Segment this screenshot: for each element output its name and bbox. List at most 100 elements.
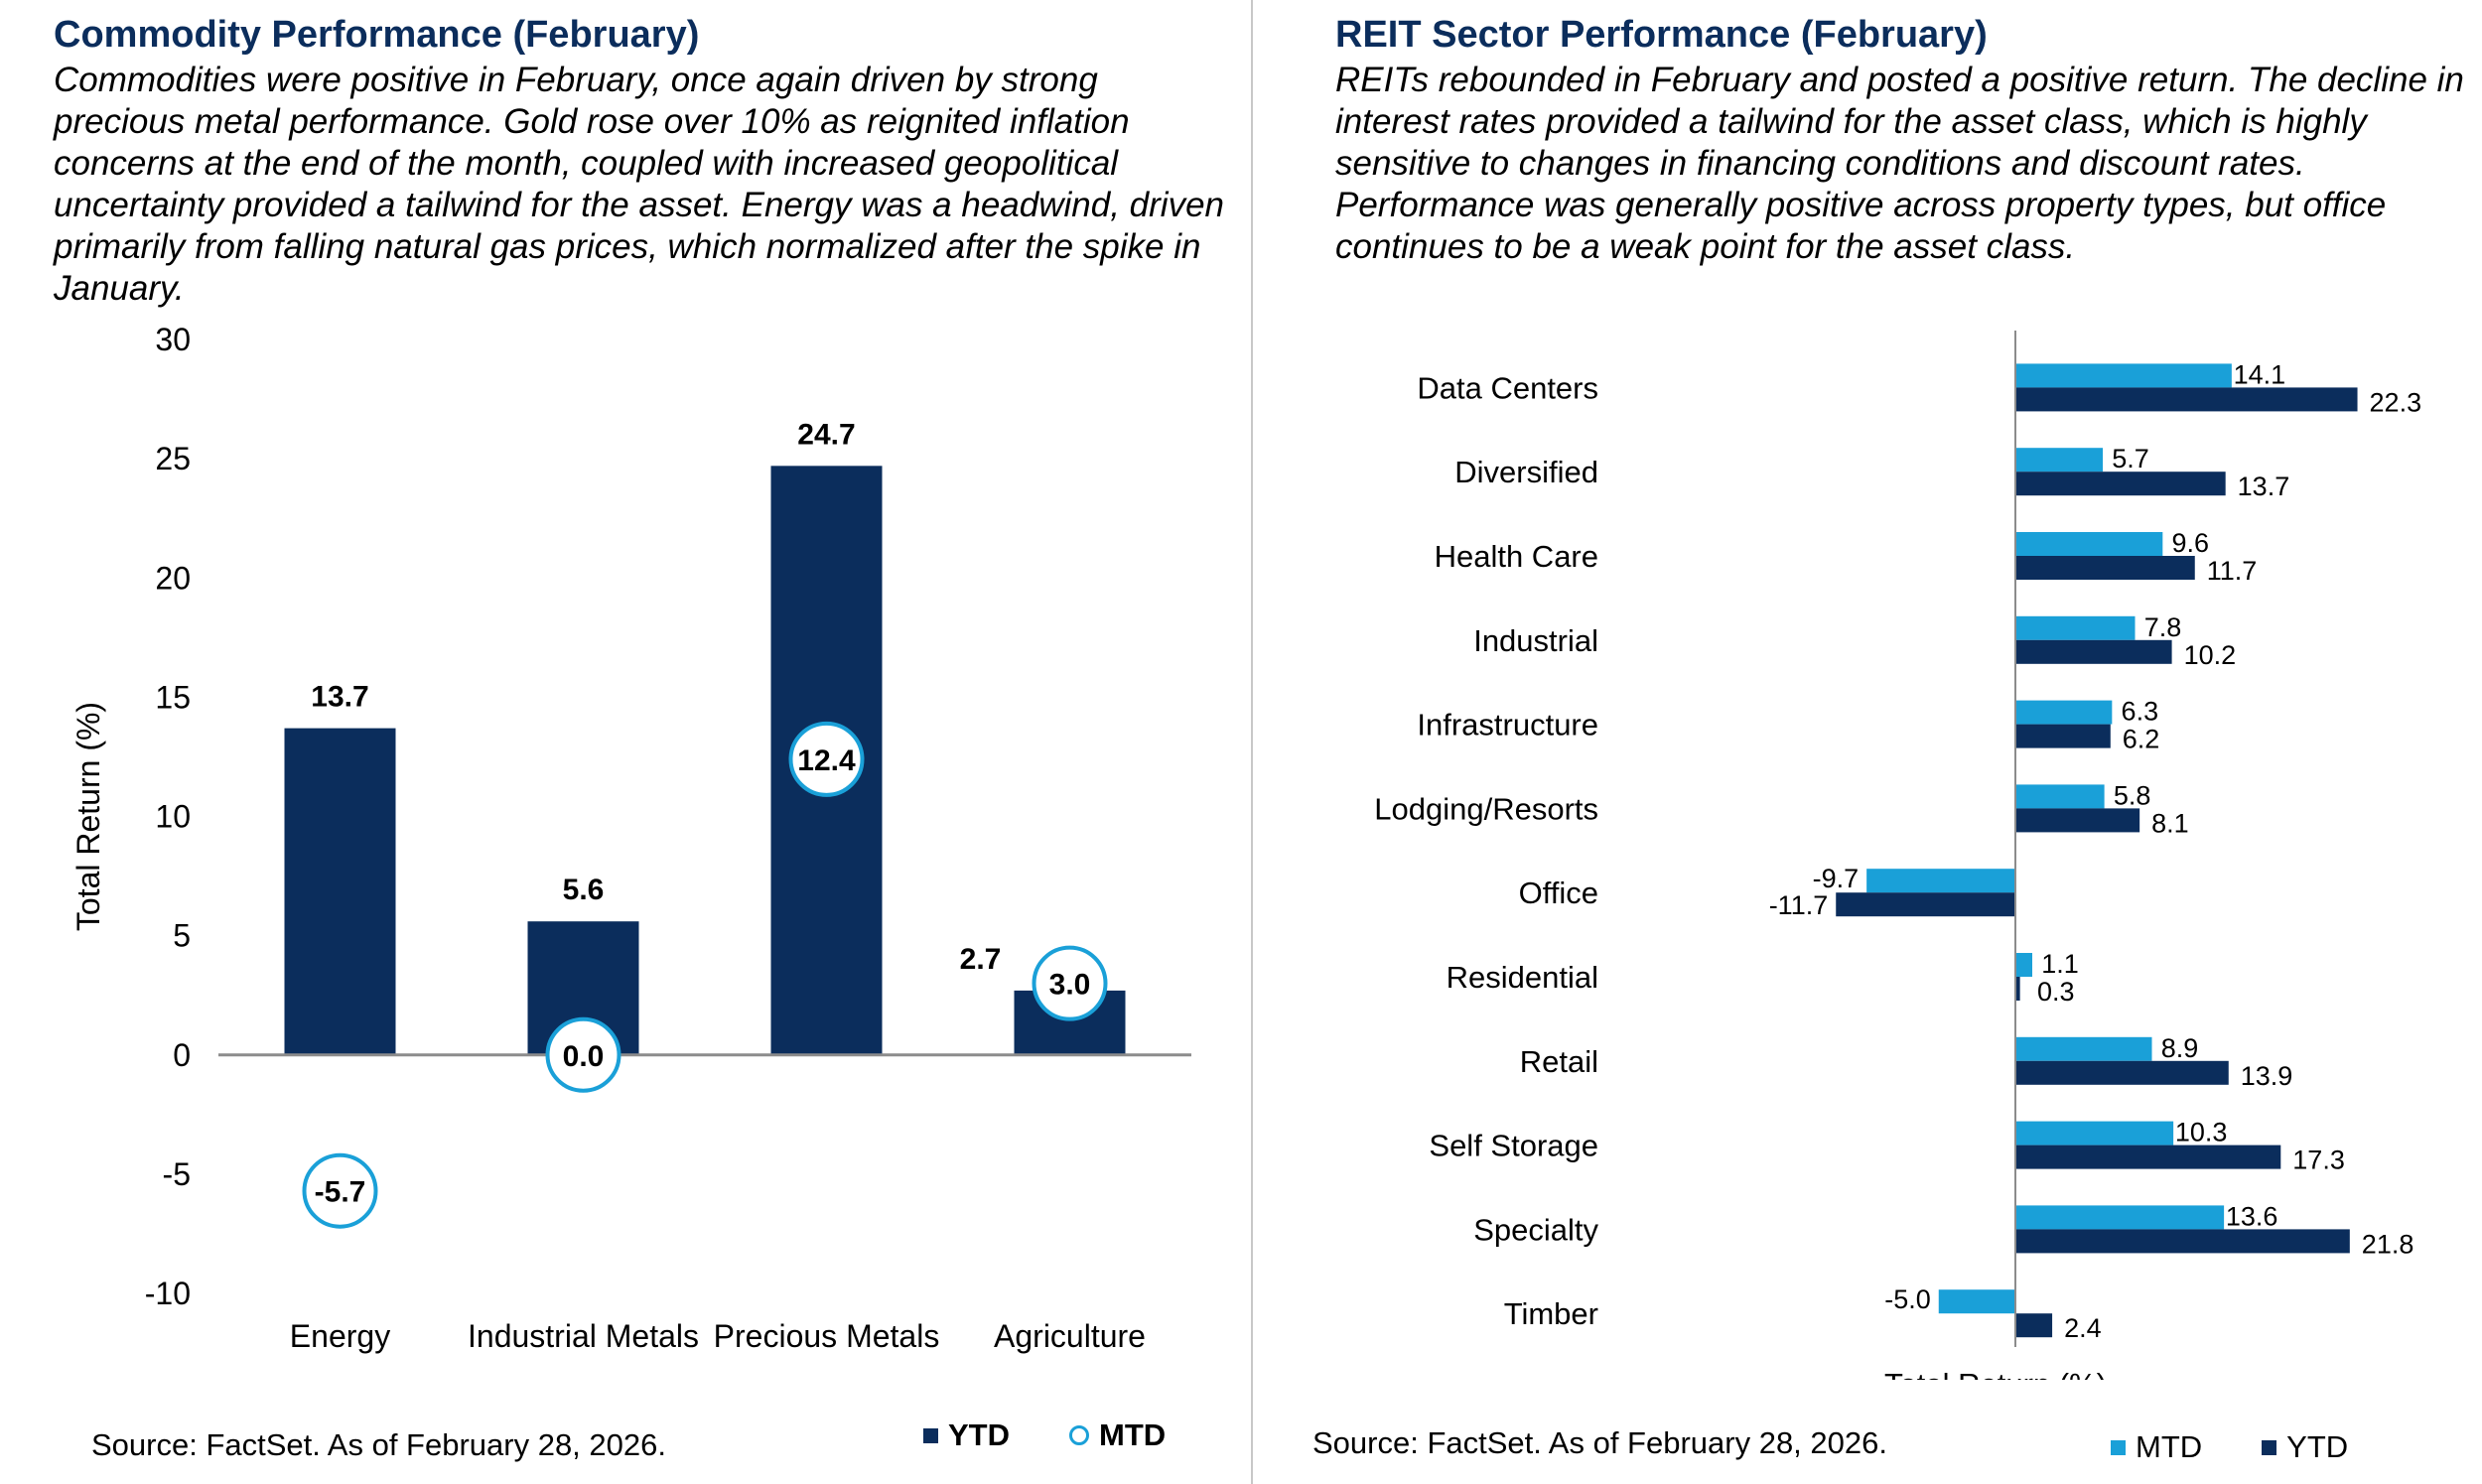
y-tick-label: 25: [155, 441, 191, 476]
reit-legend: MTD YTD: [2111, 1429, 2348, 1465]
mtd-data-label: 9.6: [2172, 528, 2210, 558]
mtd-data-label: -5.7: [315, 1176, 366, 1209]
mtd-legend-swatch: [2111, 1439, 2126, 1455]
x-category-label: Energy: [290, 1318, 390, 1354]
ytd-legend-label: YTD: [2286, 1429, 2349, 1464]
mtd-marker-energy: [302, 1152, 378, 1229]
ytd-data-label: 10.2: [2184, 640, 2237, 670]
mtd-data-label: 3.0: [1049, 969, 1091, 1002]
ytd-data-label: 6.2: [2123, 725, 2160, 754]
mtd-marker-industrial-metals: [545, 1016, 621, 1093]
ytd-data-label: -11.7: [1769, 890, 1829, 920]
mtd-data-label: 5.8: [2114, 780, 2151, 810]
category-label-lodging-resorts: Lodging/Resorts: [1374, 791, 1598, 826]
commodity-chart: 30 25 20 15 10 5 0 -5 -10 Total Return (%) 13.7 5.6…: [70, 322, 1191, 1354]
mtd-bar-specialty: [2015, 1205, 2225, 1230]
commodity-source: Source: FactSet. As of February 28, 2026…: [91, 1427, 666, 1462]
commodity-legend: YTD MTD: [923, 1417, 1166, 1453]
mtd-bar-industrial: [2015, 615, 2136, 640]
y-tick-label: -5: [163, 1156, 191, 1192]
ytd-data-label: 22.3: [2370, 387, 2422, 417]
mtd-bar-office: [1866, 869, 2015, 893]
x-category-label: Precious Metals: [714, 1318, 940, 1354]
ytd-legend-label: YTD: [948, 1417, 1010, 1452]
x-category-label: Agriculture: [994, 1318, 1146, 1354]
ytd-legend-swatch: [923, 1427, 938, 1443]
ytd-bar-industrial: [2015, 639, 2172, 664]
mtd-data-label: 12.4: [797, 744, 856, 777]
y-tick-label: 30: [155, 322, 191, 357]
ytd-data-label: 0.3: [2037, 977, 2075, 1007]
ytd-bar-residential: [2015, 977, 2020, 1001]
ytd-data-label: 13.7: [2238, 472, 2290, 501]
y-tick-label: 10: [155, 799, 191, 835]
y-tick-label: 20: [155, 560, 191, 596]
category-label-industrial: Industrial: [1473, 623, 1598, 658]
reit-title: REIT Sector Performance (February): [1335, 14, 1988, 56]
ytd-bar-data-centers: [2015, 387, 2358, 412]
y-tick-label: 0: [173, 1037, 191, 1073]
mtd-bar-retail: [2015, 1036, 2152, 1061]
ytd-bar-lodging-resorts: [2015, 808, 2140, 833]
mtd-data-label: 1.1: [2041, 949, 2079, 979]
ytd-data-label: 21.8: [2362, 1229, 2414, 1259]
mtd-legend-label: MTD: [1099, 1417, 1167, 1452]
ytd-data-label: 11.7: [2207, 556, 2258, 586]
reit-panel: REIT Sector Performance (February) REITs…: [1259, 0, 2482, 1484]
category-label-health-care: Health Care: [1435, 539, 1598, 574]
mtd-data-label: -9.7: [1813, 864, 1860, 893]
ytd-legend-swatch: [2262, 1439, 2277, 1455]
ytd-data-label: 2.7: [960, 943, 1002, 976]
commodity-panel: Commodity Performance (February) Commodi…: [54, 14, 1224, 1462]
ytd-data-label: 24.7: [797, 418, 855, 451]
mtd-data-label: 0.0: [563, 1040, 605, 1073]
x-axis-title: Total Return (%): [1884, 1367, 2107, 1380]
ytd-data-label: 13.7: [311, 681, 368, 714]
ytd-data-label: 13.9: [2241, 1061, 2293, 1091]
mtd-marker-agriculture: [1032, 945, 1108, 1021]
ytd-bar-office: [1836, 892, 2015, 917]
category-label-office: Office: [1519, 876, 1598, 910]
ytd-bar-infrastructure: [2015, 724, 2111, 748]
ytd-bar-health-care: [2015, 556, 2195, 580]
category-label-timber: Timber: [1504, 1296, 1598, 1331]
y-tick-label: -10: [145, 1276, 191, 1311]
ytd-bar-timber: [2015, 1313, 2053, 1338]
y-tick-label: 15: [155, 679, 191, 715]
mtd-legend-label: MTD: [2136, 1429, 2203, 1464]
mtd-bar-infrastructure: [2015, 700, 2113, 725]
ytd-bar-energy: [284, 728, 396, 1055]
panel-divider: [1251, 0, 1253, 1484]
mtd-data-label: 7.8: [2144, 612, 2182, 642]
mtd-bar-lodging-resorts: [2015, 784, 2105, 809]
ytd-data-label: 2.4: [2064, 1313, 2102, 1343]
category-label-residential: Residential: [1447, 960, 1598, 995]
reit-chart: Data Centers 14.1 22.3 Diversified 5.7 13.7 He…: [1374, 331, 2422, 1380]
mtd-bar-data-centers: [2015, 363, 2232, 388]
mtd-data-label: 8.9: [2161, 1033, 2199, 1063]
mtd-bar-timber: [1938, 1289, 2015, 1314]
mtd-bar-self-storage: [2015, 1121, 2174, 1146]
category-label-specialty: Specialty: [1473, 1212, 1598, 1247]
ytd-data-label: 5.6: [563, 874, 605, 906]
ytd-bar-retail: [2015, 1060, 2229, 1085]
x-category-label: Industrial Metals: [468, 1318, 699, 1354]
ytd-bar-specialty: [2015, 1229, 2350, 1254]
ytd-bar-self-storage: [2015, 1145, 2281, 1169]
y-tick-label: 5: [173, 918, 191, 954]
y-axis-title: Total Return (%): [70, 702, 106, 931]
ytd-data-label: 8.1: [2151, 808, 2189, 838]
commodity-description: Commodities were positive in February, o…: [54, 61, 1224, 308]
category-label-infrastructure: Infrastructure: [1417, 708, 1598, 742]
commodity-title: Commodity Performance (February): [54, 14, 700, 56]
mtd-data-label: -5.0: [1884, 1284, 1931, 1314]
mtd-bar-diversified: [2015, 448, 2104, 472]
mtd-data-label: 10.3: [2175, 1118, 2228, 1147]
mtd-data-label: 14.1: [2234, 359, 2286, 389]
ytd-data-label: 17.3: [2292, 1146, 2345, 1175]
category-label-data-centers: Data Centers: [1417, 370, 1598, 405]
mtd-marker-precious-metals: [788, 721, 865, 797]
reit-source: Source: FactSet. As of February 28, 2026…: [1312, 1425, 1887, 1460]
mtd-data-label: 5.7: [2112, 444, 2149, 473]
reit-description: REITs rebounded in February and posted a…: [1335, 61, 2464, 266]
